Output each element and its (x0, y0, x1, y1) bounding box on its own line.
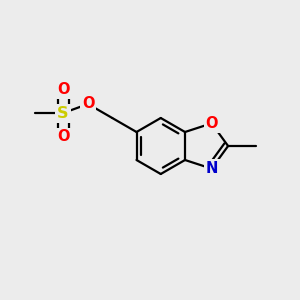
Text: O: O (206, 116, 218, 131)
Text: N: N (206, 161, 218, 176)
Text: S: S (57, 106, 69, 121)
Text: O: O (57, 82, 69, 97)
Text: O: O (57, 129, 69, 144)
Text: O: O (82, 97, 94, 112)
